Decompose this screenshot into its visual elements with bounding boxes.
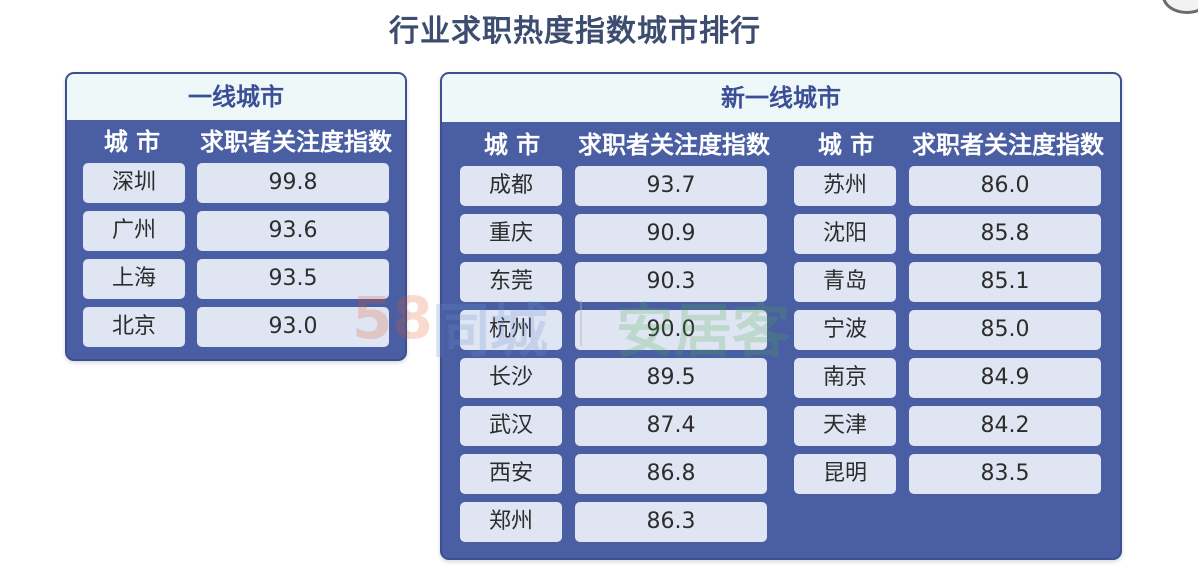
- index-value-cell: 85.0: [909, 310, 1101, 350]
- watermark-divider: [580, 300, 582, 346]
- tier1-city-header: 城 市: [103, 128, 161, 156]
- city-name-cell: 宁波: [794, 310, 896, 350]
- city-name-cell: 广州: [83, 211, 185, 251]
- index-value-cell: 85.1: [909, 262, 1101, 302]
- new-tier1-panel: 新一线城市 城 市 求职者关注度指数 城 市 求职者关注度指数 成都 93.7 重庆…: [440, 72, 1122, 560]
- index-value-cell: 93.5: [197, 259, 389, 299]
- index-value-cell: 83.5: [909, 454, 1101, 494]
- city-name-cell: 杭州: [460, 310, 562, 350]
- corner-decoration: [1162, 0, 1198, 14]
- index-value-cell: 84.9: [909, 358, 1101, 398]
- index-value-cell: 86.0: [909, 166, 1101, 206]
- index-value-cell: 93.7: [575, 166, 767, 206]
- index-value-cell: 89.5: [575, 358, 767, 398]
- index-value-cell: 90.0: [575, 310, 767, 350]
- index-value-cell: 99.8: [197, 163, 389, 203]
- index-value-cell: 84.2: [909, 406, 1101, 446]
- new-tier1-panel-title: 新一线城市: [442, 74, 1120, 122]
- city-name-cell: 上海: [83, 259, 185, 299]
- city-name-cell: 沈阳: [794, 214, 896, 254]
- index-value-cell: 86.3: [575, 502, 767, 542]
- city-name-cell: 成都: [460, 166, 562, 206]
- city-name-cell: 昆明: [794, 454, 896, 494]
- new-left-city-header: 城 市: [483, 131, 541, 159]
- city-name-cell: 青岛: [794, 262, 896, 302]
- city-name-cell: 西安: [460, 454, 562, 494]
- tier1-panel: 一线城市 城 市 求职者关注度指数 深圳 99.8 广州 93.6 上海 93.5 北京 93…: [65, 72, 407, 361]
- city-name-cell: 南京: [794, 358, 896, 398]
- index-value-cell: 86.8: [575, 454, 767, 494]
- city-name-cell: 武汉: [460, 406, 562, 446]
- city-name-cell: 深圳: [83, 163, 185, 203]
- tier1-panel-title: 一线城市: [67, 74, 405, 120]
- index-value-cell: 87.4: [575, 406, 767, 446]
- index-value-cell: 90.9: [575, 214, 767, 254]
- page-title: 行业求职热度指数城市排行: [389, 14, 761, 49]
- city-name-cell: 长沙: [460, 358, 562, 398]
- index-value-cell: 85.8: [909, 214, 1101, 254]
- city-name-cell: 天津: [794, 406, 896, 446]
- city-name-cell: 苏州: [794, 166, 896, 206]
- new-left-index-header: 求职者关注度指数: [578, 131, 770, 159]
- city-name-cell: 重庆: [460, 214, 562, 254]
- index-value-cell: 90.3: [575, 262, 767, 302]
- new-right-index-header: 求职者关注度指数: [912, 131, 1104, 159]
- city-name-cell: 东莞: [460, 262, 562, 302]
- new-right-city-header: 城 市: [817, 131, 875, 159]
- tier1-index-header: 求职者关注度指数: [200, 128, 392, 156]
- index-value-cell: 93.0: [197, 307, 389, 347]
- city-name-cell: 郑州: [460, 502, 562, 542]
- index-value-cell: 93.6: [197, 211, 389, 251]
- city-name-cell: 北京: [83, 307, 185, 347]
